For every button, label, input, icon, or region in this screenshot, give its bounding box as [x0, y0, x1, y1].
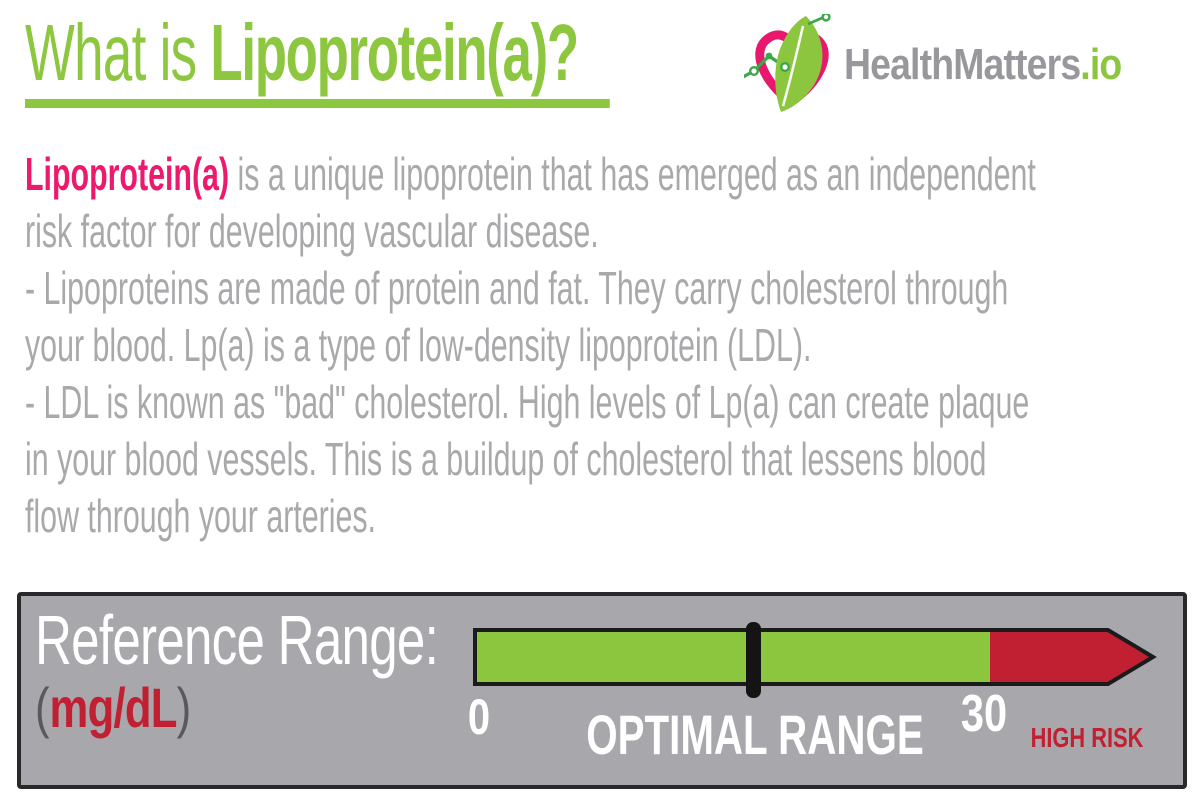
logo-tld: .io — [1080, 40, 1122, 89]
page-title-text: What is Lipoprotein(a)? — [25, 8, 610, 108]
article-line-2: risk factor for developing vascular dise… — [25, 205, 599, 257]
article-line-1-rest: is a unique lipoprotein that has emerged… — [229, 148, 1036, 200]
article-line-5: - LDL is known as "bad" cholesterol. Hig… — [25, 376, 1030, 428]
leaf-midrib — [781, 25, 805, 107]
title-term: Lipoprotein(a)? — [210, 8, 579, 97]
page-title: What is Lipoprotein(a)? — [25, 10, 911, 108]
range-bar-outline — [473, 628, 1157, 686]
article-line-6: in your blood vessels. This is a buildup… — [25, 433, 987, 485]
logo-brand: HealthMatters — [844, 40, 1081, 89]
pulse-node-2 — [765, 52, 773, 60]
unit-paren-open: ( — [35, 676, 50, 739]
optimal-range-label: OPTIMAL RANGE — [586, 703, 924, 766]
high-risk-label: HIGH RISK — [1030, 722, 1144, 753]
article-line-7: flow through your arteries. — [25, 490, 376, 542]
pulse-node-3 — [780, 62, 791, 73]
range-marker — [746, 622, 761, 698]
reference-range-unit: (mg/dL) — [35, 678, 191, 738]
article-line-4: your blood. Lp(a) is a type of low-densi… — [25, 319, 812, 371]
range-bar — [473, 622, 1157, 698]
heart-leaf-pulse-icon — [744, 14, 831, 112]
pulse-node-end — [821, 14, 831, 22]
article-line-1: Lipoprotein(a) is a unique lipoprotein t… — [25, 146, 1200, 203]
scale-threshold-label: 30 — [960, 685, 1008, 743]
article-term: Lipoprotein(a) — [25, 148, 230, 200]
reference-range-heading: Reference Range: — [35, 601, 439, 679]
title-prefix: What is — [25, 8, 211, 97]
reference-range-panel: Reference Range: (mg/dL) 0 30 OPTIMAL RA… — [17, 592, 1187, 789]
range-bar-red-segment — [990, 630, 1153, 684]
unit-text: mg/dL — [49, 676, 178, 739]
pulse-node-1 — [748, 66, 759, 77]
logo-wordmark: HealthMatters.io — [844, 40, 1122, 90]
range-bar-green-segment — [475, 630, 990, 684]
leaf-stem — [807, 16, 823, 26]
article-line-3: - Lipoproteins are made of protein and f… — [25, 262, 1009, 314]
healthmatters-logo: HealthMatters.io — [744, 14, 1170, 114]
unit-paren-close: ) — [176, 676, 192, 739]
scale-min-label: 0 — [467, 689, 491, 745]
article-body: Lipoprotein(a) is a unique lipoprotein t… — [25, 146, 1200, 545]
